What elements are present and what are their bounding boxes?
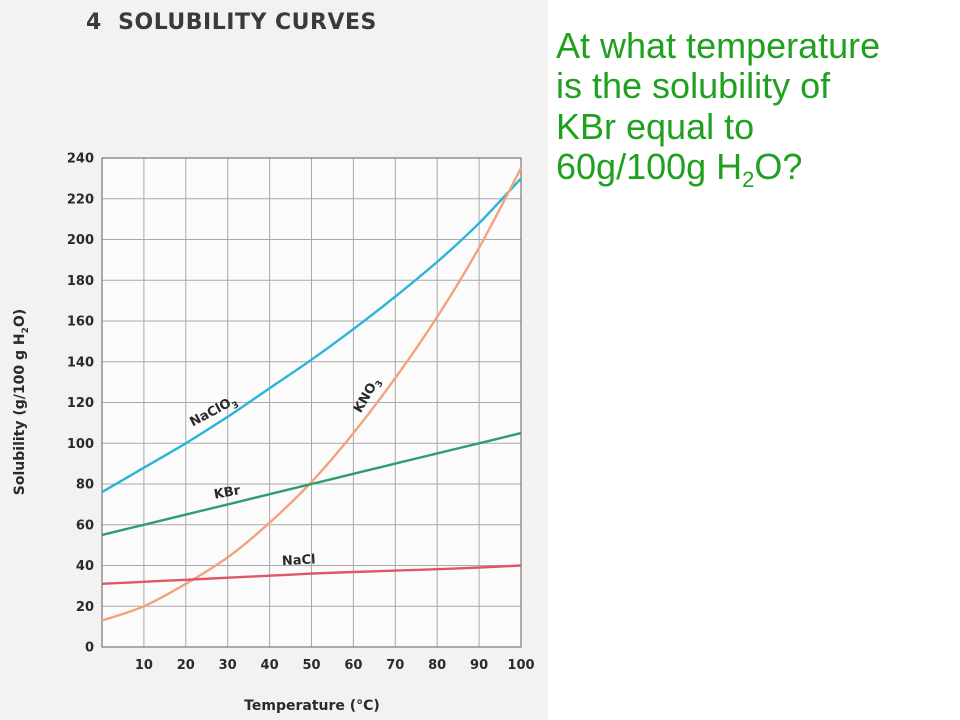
x-tick-label: 30 — [219, 658, 237, 673]
series-label-text: KBr — [213, 483, 242, 502]
series-line-kno3 — [101, 167, 523, 622]
question-line-4: 60g/100g H2O? — [556, 145, 951, 193]
heading-title: SOLUBILITY CURVES — [118, 10, 377, 35]
y-tick-label: 80 — [76, 478, 94, 493]
y-tick-label: 180 — [67, 274, 94, 289]
series-line-naclo3 — [101, 177, 522, 494]
x-tick-label: 100 — [507, 658, 534, 673]
y-tick-label: 120 — [67, 396, 94, 411]
question-line-3: KBr equal to — [556, 105, 755, 147]
y-tick-label: 60 — [76, 518, 94, 533]
x-tick-label: 20 — [177, 658, 195, 673]
series-label-subscript: 3 — [374, 379, 386, 389]
series-label-subscript: 3 — [231, 400, 241, 412]
question-line-1: At what temperature — [556, 25, 881, 66]
question-text: At what temperature is the solubility of… — [556, 25, 951, 193]
y-tick-label: 240 — [67, 152, 94, 167]
y-tick-label: 0 — [85, 641, 94, 656]
series-line-kbr — [101, 431, 522, 537]
x-tick-label: 50 — [302, 658, 320, 673]
plot-frame — [101, 157, 522, 648]
y-tick-label: 40 — [76, 559, 94, 574]
y-tick-label: 160 — [67, 315, 94, 330]
x-tick-label: 70 — [386, 658, 404, 673]
series-label-text: NaCl — [282, 552, 316, 569]
series-label-nacl: NaCl — [282, 552, 316, 569]
y-axis-title: Solubility (g/100 g H2O) — [12, 309, 31, 495]
x-tick-label: 60 — [344, 658, 362, 673]
question-line-4-sub: 2 — [742, 166, 755, 192]
series-line-nacl — [101, 564, 522, 585]
y-tick-label: 140 — [67, 355, 94, 370]
x-axis-title: Temperature (°C) — [244, 698, 380, 714]
solubility-chart: 10 20 30 40 50 60 70 80 90 100 0 20 40 60 80 100 120 140 1… — [12, 152, 535, 715]
y-tick-label: 200 — [67, 233, 94, 248]
chart-heading: 4 SOLUBILITY CURVES — [86, 10, 377, 35]
question-line-4-pre: 60g/100g H — [556, 145, 743, 187]
grid — [102, 157, 522, 648]
heading-number: 4 — [86, 10, 102, 35]
series-label-kbr: KBr — [213, 483, 242, 502]
question-line-2: is the solubility of — [556, 65, 831, 107]
y-axis-title-pre: Solubility (g/100 g H — [12, 333, 28, 495]
question-line-4-post: O? — [754, 145, 803, 187]
y-axis-title-post: O) — [12, 309, 28, 327]
x-tick-label: 40 — [261, 658, 279, 673]
x-tick-label: 10 — [135, 658, 153, 673]
y-axis-title-sub: 2 — [21, 327, 31, 333]
x-tick-label: 80 — [428, 658, 446, 673]
y-tick-label: 220 — [67, 192, 94, 207]
y-tick-label: 100 — [67, 437, 94, 452]
y-tick-label: 20 — [76, 600, 94, 615]
x-tick-label: 90 — [470, 658, 488, 673]
